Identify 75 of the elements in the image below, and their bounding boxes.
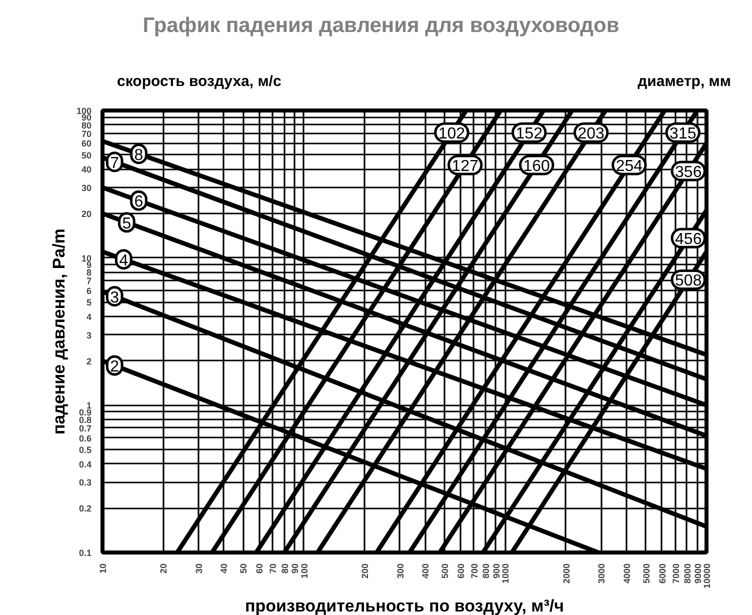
y-tick-label: 8 <box>86 268 92 278</box>
x-tick-label: 4000 <box>622 563 632 584</box>
legend-label: 203 <box>578 126 605 143</box>
series-label: 102 <box>438 126 466 143</box>
x-tick-label: 10000 <box>702 563 712 589</box>
series-label: 456 <box>675 231 702 248</box>
x-tick-label: 500 <box>440 563 450 579</box>
x-tick-label: 7000 <box>670 563 681 584</box>
y-tick-label: 90 <box>81 112 92 123</box>
x-tick-label: 3000 <box>596 563 607 584</box>
x-tick-label: 50 <box>238 563 249 574</box>
series-label: 254 <box>616 158 643 176</box>
x-tick-label: 400 <box>420 563 431 579</box>
y-tick-label: 5 <box>86 298 92 308</box>
series-label: 508 <box>675 272 702 290</box>
x-tick-label: 80 <box>280 563 290 574</box>
y-tick-label: 30 <box>81 183 92 194</box>
y-tick-label: 0.8 <box>78 414 92 425</box>
x-tick-label: 200 <box>360 563 370 579</box>
y-tick-label: 4 <box>86 312 92 322</box>
y-tick-label: 6 <box>86 286 92 296</box>
y-tick-label: 2 <box>86 356 92 366</box>
x-tick-label: 9000 <box>692 563 703 584</box>
x-tick-label: 700 <box>469 563 480 579</box>
y-tick-label: 0.3 <box>78 478 92 488</box>
x-tick-label: 600 <box>456 563 466 579</box>
series-label: 152 <box>516 126 543 143</box>
legend-label: 8 <box>134 146 144 164</box>
y-tick-label: 60 <box>81 138 92 149</box>
series-label: 4 <box>119 252 128 270</box>
x-tick-label: 1000 <box>500 563 511 584</box>
x-tick-label: 10 <box>98 563 108 574</box>
series-label: 315 <box>670 126 696 143</box>
series-label: 5 <box>122 215 132 232</box>
y-tick-label: 0.6 <box>78 433 92 444</box>
legend-label: 356 <box>675 164 702 181</box>
x-tick-label: 5000 <box>641 563 652 584</box>
y-tick-label: 50 <box>81 150 92 160</box>
y-tick-label: 0.1 <box>78 548 92 558</box>
x-tick-label: 6000 <box>657 563 668 584</box>
series-label: 7 <box>110 154 120 172</box>
series-label: 2 <box>110 358 120 376</box>
x-tick-label: 800 <box>481 563 492 579</box>
y-tick-label: 0.4 <box>78 459 92 470</box>
y-tick-label: 9 <box>86 260 92 270</box>
x-tick-label: 300 <box>395 563 406 579</box>
y-tick-label: 3 <box>86 330 92 340</box>
text: диаметр, мм <box>638 72 731 92</box>
x-tick-label: 900 <box>491 563 502 579</box>
series-label: 6 <box>134 194 144 211</box>
series-label: 160 <box>523 158 550 176</box>
y-tick-label: 0.7 <box>78 423 92 434</box>
chart-title: График падения давления для воздуховодов <box>142 13 620 39</box>
x-tick-label: 8000 <box>682 563 692 584</box>
text: скорость воздуха, м/с <box>117 72 282 92</box>
x-tick-label: 2000 <box>561 563 572 584</box>
series-label: 3 <box>110 289 120 306</box>
y-tick-label: 0.5 <box>78 445 92 456</box>
x-tick-label: 90 <box>290 563 300 574</box>
x-tick-label: 100 <box>299 563 310 579</box>
y-tick-label: 80 <box>81 120 92 130</box>
x-tick-label: 70 <box>268 563 278 574</box>
y-tick-label: 0.2 <box>78 504 92 514</box>
y-tick-label: 70 <box>81 128 92 139</box>
x-tick-label: 30 <box>194 563 204 574</box>
x-tick-label: 40 <box>219 563 230 574</box>
series-label: 127 <box>452 158 479 176</box>
y-tick-label: 20 <box>81 208 92 219</box>
x-tick-label: 60 <box>254 563 265 574</box>
x-tick-label: 20 <box>158 563 169 574</box>
x-axis-title: производительность по воздуху, м³/ч <box>245 596 564 615</box>
y-tick-label: 40 <box>81 164 92 175</box>
y-tick-label: 7 <box>86 276 92 286</box>
y-axis-title: падение давления, Pa/m <box>49 228 68 435</box>
y-tick-label: 0.9 <box>78 407 92 418</box>
